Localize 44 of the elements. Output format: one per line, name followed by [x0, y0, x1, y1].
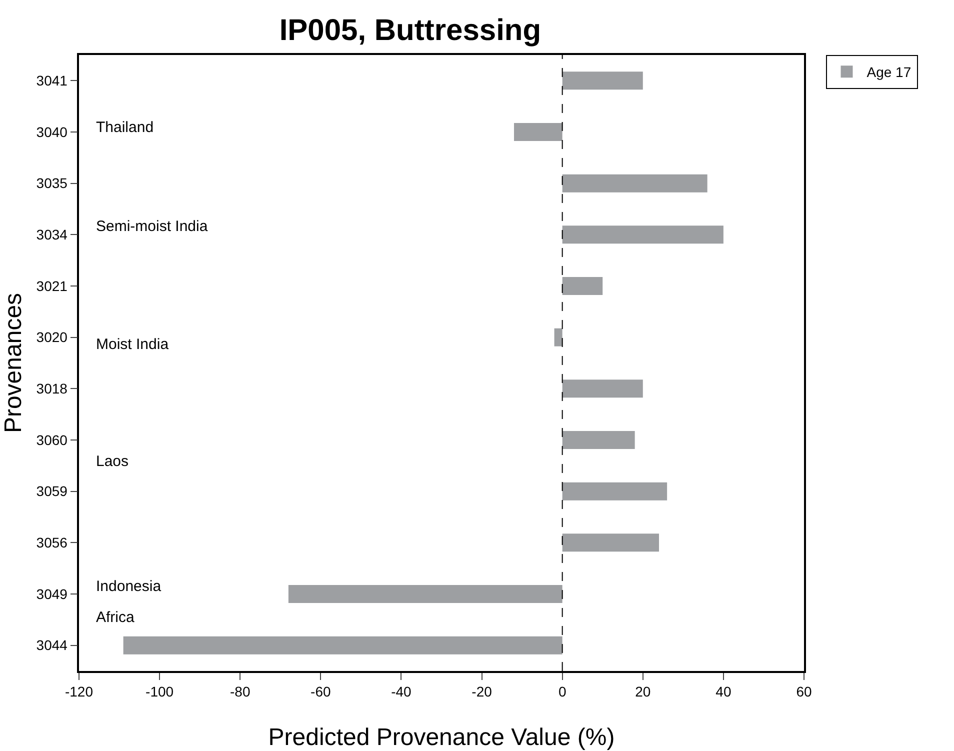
- annotation: Indonesia: [96, 578, 162, 595]
- chart-title: IP005, Buttressing: [279, 14, 542, 47]
- bar: [514, 123, 562, 141]
- y-tick-label: 3021: [36, 278, 68, 294]
- x-tick-label: -80: [230, 684, 250, 700]
- y-tick-label: 3020: [36, 329, 68, 346]
- x-tick-label: -40: [391, 684, 412, 700]
- bar: [562, 482, 668, 500]
- x-tick-label: -60: [310, 684, 331, 700]
- y-tick-label: 3056: [36, 534, 68, 551]
- y-tick-label: 3035: [36, 175, 68, 192]
- y-tick-label: 3041: [36, 72, 68, 89]
- y-tick-label: 3018: [36, 380, 68, 397]
- y-tick-label: 3060: [36, 432, 68, 448]
- y-axis-title: Provenances: [0, 292, 27, 434]
- x-tick-label: -20: [472, 684, 492, 700]
- y-tick-label: 3044: [36, 637, 68, 654]
- annotation: Laos: [96, 453, 129, 470]
- bar: [562, 431, 635, 449]
- y-tick-label: 3049: [36, 586, 68, 602]
- bar: [562, 72, 643, 90]
- x-tick-label: 60: [796, 684, 812, 700]
- bar: [562, 226, 724, 244]
- y-tick-label: 3040: [36, 124, 68, 140]
- bar: [288, 585, 562, 603]
- bar: [562, 534, 659, 552]
- bar: [554, 328, 562, 346]
- bar: [123, 636, 562, 654]
- annotation: Africa: [96, 609, 135, 626]
- x-tick-label: 20: [635, 684, 651, 700]
- x-tick-label: -120: [64, 684, 94, 700]
- x-tick-label: 40: [716, 684, 732, 700]
- legend-label: Age 17: [866, 64, 912, 80]
- annotation: Thailand: [96, 119, 154, 136]
- y-tick-label: 3034: [36, 226, 68, 243]
- annotation: Semi-moist India: [96, 218, 208, 235]
- bar: [562, 174, 708, 192]
- x-tick-label: 0: [558, 684, 566, 700]
- annotation: Moist India: [96, 336, 170, 353]
- x-tick-label: -100: [146, 684, 174, 700]
- x-axis-title: Predicted Provenance Value (%): [268, 724, 615, 751]
- y-tick-label: 3059: [36, 483, 68, 500]
- bar: [562, 277, 603, 295]
- bar: [562, 380, 643, 398]
